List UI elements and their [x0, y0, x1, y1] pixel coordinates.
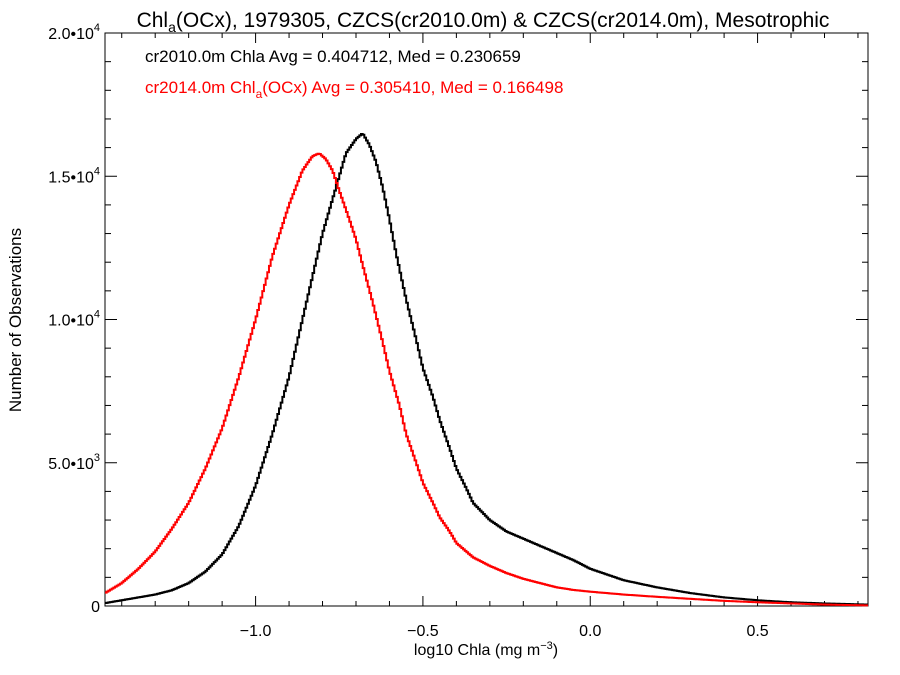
title-subscript: a	[168, 19, 176, 35]
annotation-cr2010: cr2010.0m Chla Avg = 0.404712, Med = 0.2…	[145, 47, 521, 66]
x-tick-label: −1.0	[240, 623, 272, 640]
annotation-cr2014-main: cr2014.0m Chl	[145, 78, 256, 97]
y-tick-label: 1.5•104	[48, 165, 100, 186]
x-tick-label: 0.0	[579, 623, 601, 640]
annotation-cr2014-rest: (OCx) Avg = 0.305410, Med = 0.166498	[262, 78, 563, 97]
x-tick-label: 0.5	[746, 623, 768, 640]
x-label-superscript: −3	[540, 640, 553, 652]
y-tick-label: 1.0•104	[48, 309, 100, 330]
annotation-cr2010-text: cr2010.0m Chla Avg = 0.404712, Med = 0.2…	[145, 47, 521, 66]
y-tick-label: 5.0•103	[48, 452, 100, 473]
y-axis-label: Number of Observations	[6, 228, 25, 412]
x-label-end: )	[553, 642, 558, 659]
chart-title: Chla(OCx), 1979305, CZCS(cr2010.0m) & CZ…	[137, 9, 830, 35]
plot-frame	[104, 32, 869, 607]
histogram-series-cr2010	[105, 132, 868, 606]
x-tick-label: −0.5	[407, 623, 439, 640]
annotation-cr2014: cr2014.0m Chla(OCx) Avg = 0.305410, Med …	[145, 78, 563, 101]
y-tick-label: 2.0•104	[48, 22, 100, 43]
x-label-main: log10 Chla (mg m	[414, 642, 540, 659]
annotation-cr2014-subscript: a	[256, 87, 263, 101]
y-tick-label: 0	[91, 599, 100, 616]
histogram-series-cr2014	[105, 152, 868, 607]
title-rest: (OCx), 1979305, CZCS(cr2010.0m) & CZCS(c…	[176, 9, 830, 32]
x-axis-label: log10 Chla (mg m−3)	[414, 640, 558, 659]
title-main: Chl	[137, 9, 169, 32]
plot-area: −1.0 −0.5 0.0 0.5 0 5.0•103 1.0•104 1.5•104 2.0•…	[48, 22, 869, 640]
